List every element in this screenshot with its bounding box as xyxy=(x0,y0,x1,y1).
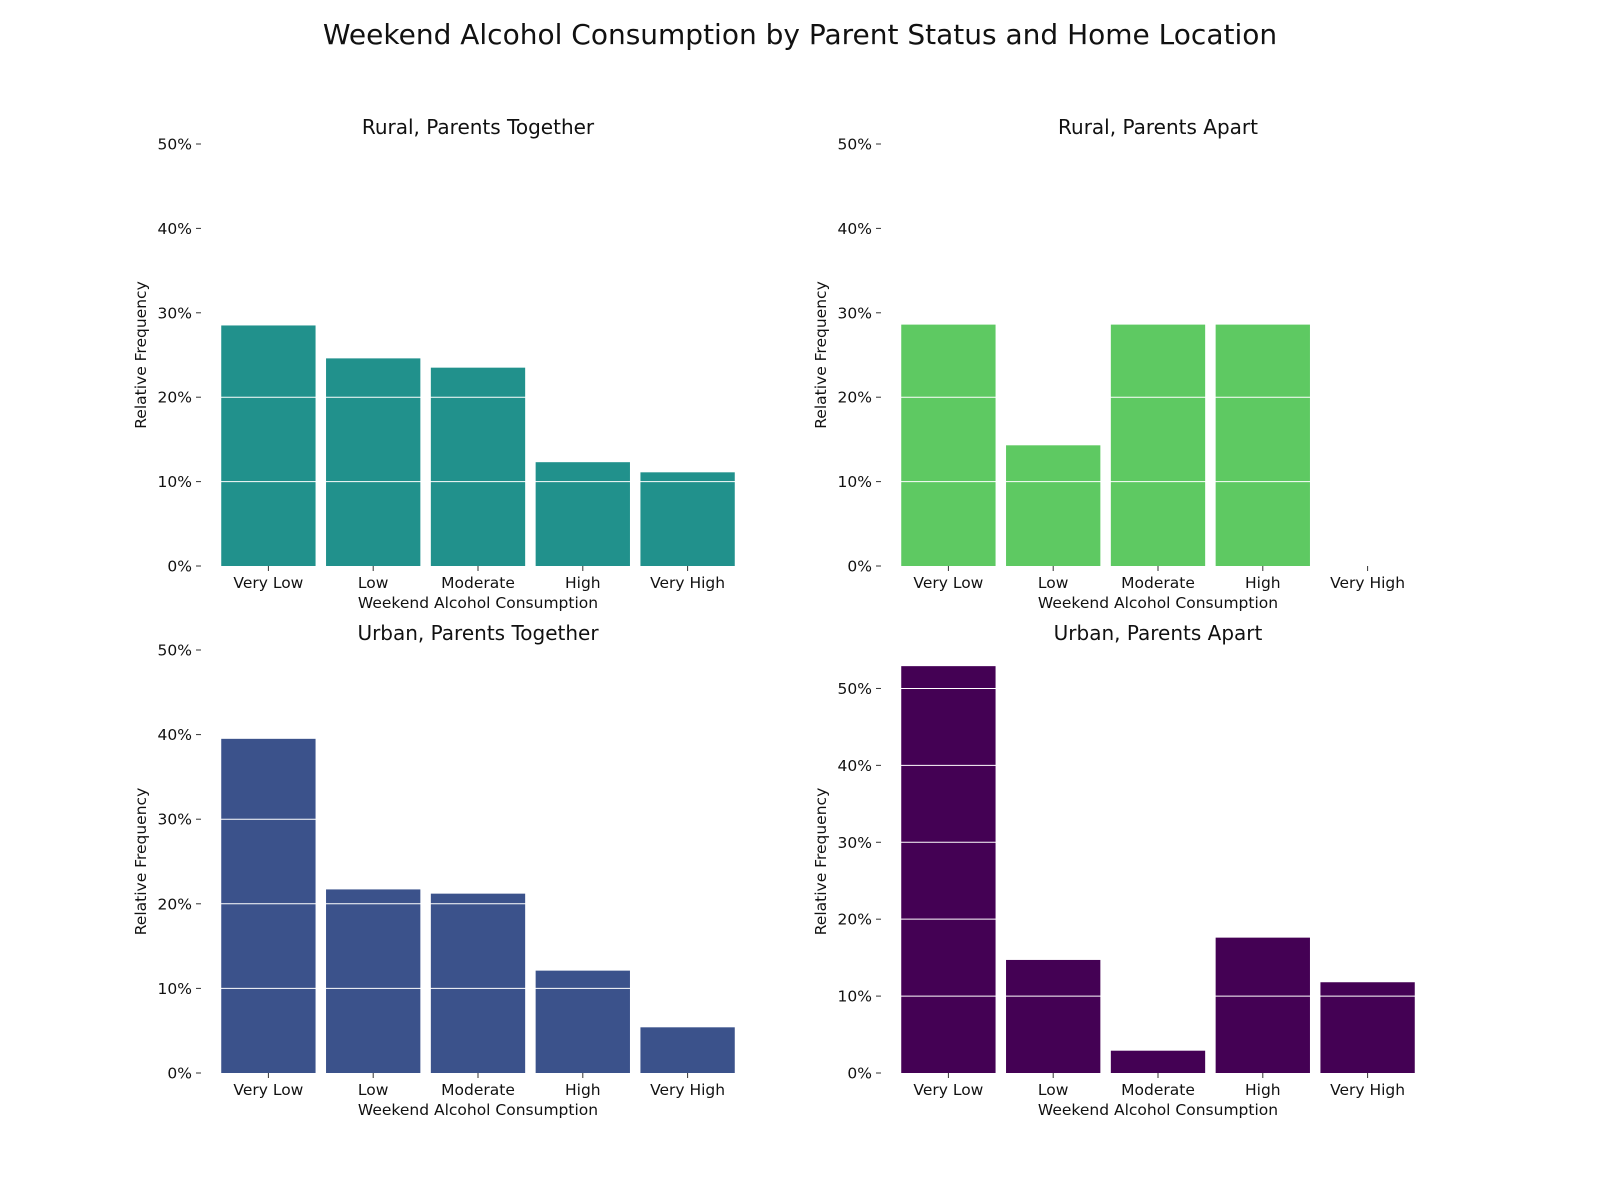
x-tick-label: High xyxy=(1245,1081,1281,1099)
y-tick-label: 50% xyxy=(838,680,872,698)
subplot-4: Urban, Parents Apart Very Low Low Moderate H… xyxy=(812,621,1420,1119)
x-tick-label: Low xyxy=(358,574,389,592)
y-tick-label: 0% xyxy=(167,1065,192,1083)
y-tick-label: 40% xyxy=(838,220,872,238)
x-tick-label: Very Low xyxy=(233,574,303,592)
bar-moderate xyxy=(430,893,526,1073)
y-tick-label: 10% xyxy=(158,980,192,998)
x-tick-label: High xyxy=(565,1081,601,1099)
x-tick-label: Very High xyxy=(650,1081,725,1099)
y-tick-label: 20% xyxy=(838,389,872,407)
y-tick-label: 0% xyxy=(847,1065,872,1083)
x-axis-label: Weekend Alcohol Consumption xyxy=(1038,1101,1278,1119)
subplot-title: Rural, Parents Together xyxy=(362,115,595,139)
y-tick-label: 0% xyxy=(167,558,192,576)
y-tick-label: 30% xyxy=(158,304,192,322)
x-tick-label: Very High xyxy=(650,574,725,592)
bar-low xyxy=(1006,445,1101,566)
y-axis-label: Relative Frequency xyxy=(132,788,150,936)
y-axis-label: Relative Frequency xyxy=(812,281,830,429)
y-tick-label: 50% xyxy=(158,136,192,154)
y-tick-label: 40% xyxy=(838,757,872,775)
x-tick-label: Very Low xyxy=(913,1081,983,1099)
y-tick-label: 10% xyxy=(838,988,872,1006)
bar-high xyxy=(1215,324,1310,566)
x-tick-label: Low xyxy=(358,1081,389,1099)
y-tick-label: 10% xyxy=(838,473,872,491)
y-tick-label: 50% xyxy=(158,642,192,660)
bar-very-high xyxy=(1320,982,1415,1073)
bar-high xyxy=(535,462,630,566)
y-tick-label: 30% xyxy=(838,304,872,322)
y-tick-label: 30% xyxy=(158,811,192,829)
bar-low xyxy=(1006,959,1101,1073)
subplot-2: Rural, Parents Apart Very Low Low Moderate H… xyxy=(812,115,1420,612)
x-tick-label: High xyxy=(565,574,601,592)
y-tick-label: 20% xyxy=(158,389,192,407)
bar-very-high xyxy=(640,472,735,566)
x-tick-label: Low xyxy=(1038,1081,1069,1099)
bar-very-low xyxy=(901,324,996,566)
y-tick-label: 40% xyxy=(158,220,192,238)
x-tick-label: Very Low xyxy=(913,574,983,592)
x-axis-label: Weekend Alcohol Consumption xyxy=(358,594,598,612)
bar-high xyxy=(1215,937,1310,1073)
x-tick-label: Moderate xyxy=(441,574,515,592)
x-tick-label: Very Low xyxy=(233,1081,303,1099)
subplot-3: Urban, Parents Together Very Low Low Modera… xyxy=(132,621,740,1119)
y-axis-label: Relative Frequency xyxy=(132,281,150,429)
y-tick-label: 20% xyxy=(158,895,192,913)
y-tick-label: 50% xyxy=(838,136,872,154)
bar-very-low xyxy=(901,666,996,1073)
y-tick-label: 30% xyxy=(838,834,872,852)
subplot-title: Rural, Parents Apart xyxy=(1058,115,1258,139)
bar-moderate xyxy=(1110,1050,1206,1073)
subplot-1: Rural, Parents Together Very Low Low Modera… xyxy=(132,115,740,612)
x-tick-label: Moderate xyxy=(1121,574,1195,592)
y-axis-label: Relative Frequency xyxy=(812,788,830,936)
x-tick-label: High xyxy=(1245,574,1281,592)
bar-very-low xyxy=(221,738,316,1073)
x-axis-label: Weekend Alcohol Consumption xyxy=(358,1101,598,1119)
bar-low xyxy=(326,889,421,1073)
subplot-title: Urban, Parents Apart xyxy=(1054,621,1263,645)
x-tick-label: Low xyxy=(1038,574,1069,592)
x-tick-label: Moderate xyxy=(441,1081,515,1099)
bar-high xyxy=(535,970,630,1073)
bar-very-high xyxy=(640,1027,735,1073)
y-tick-label: 0% xyxy=(847,558,872,576)
x-axis-label: Weekend Alcohol Consumption xyxy=(1038,594,1278,612)
bar-moderate xyxy=(430,367,526,566)
y-tick-label: 20% xyxy=(838,911,872,929)
subplot-title: Urban, Parents Together xyxy=(357,621,599,645)
x-tick-label: Moderate xyxy=(1121,1081,1195,1099)
bar-low xyxy=(326,358,421,566)
bar-moderate xyxy=(1110,324,1206,566)
bar-very-low xyxy=(221,325,316,566)
x-tick-label: Very High xyxy=(1330,1081,1405,1099)
y-tick-label: 10% xyxy=(158,473,192,491)
figure-title: Weekend Alcohol Consumption by Parent St… xyxy=(322,18,1278,51)
x-tick-label: Very High xyxy=(1330,574,1405,592)
y-tick-label: 40% xyxy=(158,726,192,744)
